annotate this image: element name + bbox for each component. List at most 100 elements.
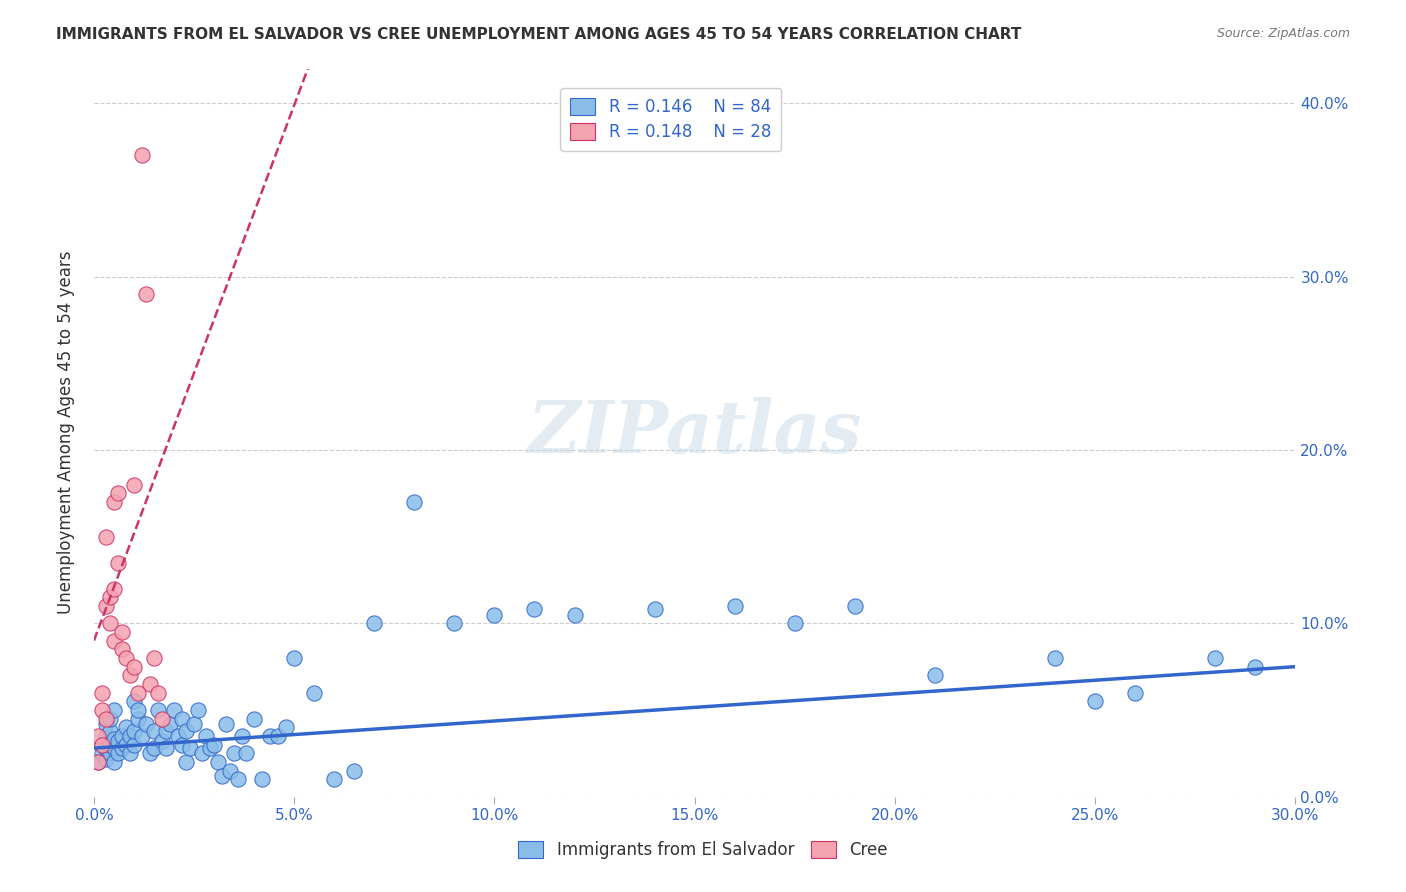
Point <box>783 616 806 631</box>
Point <box>111 741 134 756</box>
Point <box>1084 694 1107 708</box>
Point <box>115 651 138 665</box>
Point <box>98 723 121 738</box>
Point <box>94 741 117 756</box>
Point <box>231 729 253 743</box>
Point <box>195 729 218 743</box>
Point <box>127 703 149 717</box>
Point <box>115 720 138 734</box>
Point <box>644 602 666 616</box>
Point <box>103 633 125 648</box>
Point <box>323 772 346 787</box>
Point <box>143 723 166 738</box>
Point <box>167 729 190 743</box>
Point <box>219 764 242 778</box>
Point <box>564 607 586 622</box>
Point <box>259 729 281 743</box>
Point <box>103 732 125 747</box>
Point <box>191 747 214 761</box>
Point <box>250 772 273 787</box>
Point <box>111 624 134 639</box>
Point <box>103 495 125 509</box>
Point <box>118 747 141 761</box>
Point <box>91 703 114 717</box>
Point <box>363 616 385 631</box>
Point <box>103 755 125 769</box>
Point <box>131 729 153 743</box>
Point <box>118 668 141 682</box>
Point <box>135 286 157 301</box>
Point <box>107 486 129 500</box>
Point <box>98 747 121 761</box>
Point <box>443 616 465 631</box>
Point <box>98 712 121 726</box>
Point <box>91 686 114 700</box>
Point <box>115 738 138 752</box>
Point <box>87 729 110 743</box>
Point <box>122 694 145 708</box>
Point <box>143 741 166 756</box>
Point <box>98 738 121 752</box>
Point <box>98 616 121 631</box>
Point <box>243 712 266 726</box>
Point <box>107 734 129 748</box>
Point <box>94 717 117 731</box>
Point <box>135 717 157 731</box>
Point <box>235 747 257 761</box>
Point <box>267 729 290 743</box>
Point <box>122 659 145 673</box>
Point <box>107 556 129 570</box>
Point <box>1123 686 1146 700</box>
Point <box>724 599 747 613</box>
Point <box>226 772 249 787</box>
Point <box>91 738 114 752</box>
Point <box>94 751 117 765</box>
Text: IMMIGRANTS FROM EL SALVADOR VS CREE UNEMPLOYMENT AMONG AGES 45 TO 54 YEARS CORRE: IMMIGRANTS FROM EL SALVADOR VS CREE UNEM… <box>56 27 1022 42</box>
Point <box>170 738 193 752</box>
Point <box>91 738 114 752</box>
Point <box>107 747 129 761</box>
Point <box>276 720 298 734</box>
Point <box>155 741 177 756</box>
Point <box>302 686 325 700</box>
Point <box>174 755 197 769</box>
Point <box>150 712 173 726</box>
Text: Source: ZipAtlas.com: Source: ZipAtlas.com <box>1216 27 1350 40</box>
Point <box>127 712 149 726</box>
Point <box>155 723 177 738</box>
Point <box>118 729 141 743</box>
Point <box>1244 659 1267 673</box>
Point <box>207 755 229 769</box>
Point <box>1204 651 1226 665</box>
Legend: R = 0.146    N = 84, R = 0.148    N = 28: R = 0.146 N = 84, R = 0.148 N = 28 <box>561 87 780 151</box>
Point <box>183 717 205 731</box>
Point <box>343 764 366 778</box>
Point <box>122 738 145 752</box>
Point <box>87 755 110 769</box>
Point <box>224 747 246 761</box>
Point <box>131 148 153 162</box>
Point <box>91 747 114 761</box>
Point <box>94 599 117 613</box>
Point <box>187 703 209 717</box>
Point <box>146 703 169 717</box>
Point <box>202 738 225 752</box>
Point <box>103 741 125 756</box>
Point <box>94 530 117 544</box>
Point <box>844 599 866 613</box>
Point <box>139 747 162 761</box>
Point <box>98 591 121 605</box>
Point <box>484 607 506 622</box>
Point <box>283 651 305 665</box>
Point <box>404 495 426 509</box>
Point <box>924 668 946 682</box>
Point <box>127 686 149 700</box>
Point <box>94 712 117 726</box>
Point <box>159 717 181 731</box>
Point <box>198 741 221 756</box>
Point <box>215 717 238 731</box>
Point <box>122 723 145 738</box>
Y-axis label: Unemployment Among Ages 45 to 54 years: Unemployment Among Ages 45 to 54 years <box>58 251 75 615</box>
Point <box>103 703 125 717</box>
Point <box>111 729 134 743</box>
